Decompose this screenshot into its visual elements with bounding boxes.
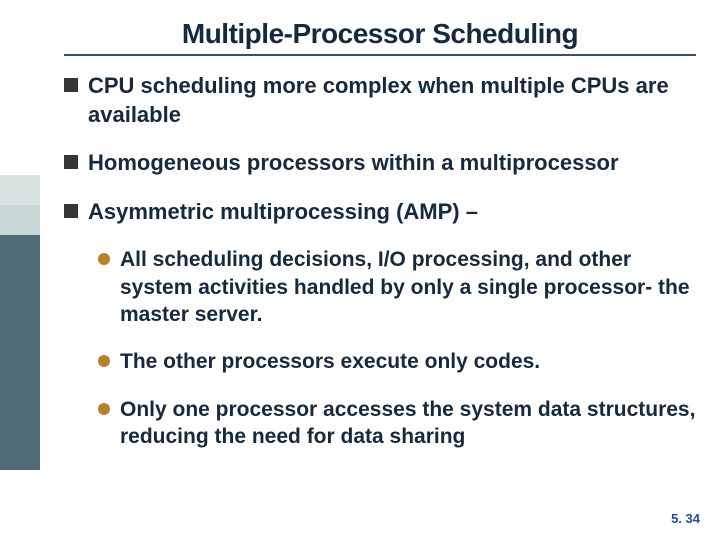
sub-bullet-list: All scheduling decisions, I/O processing… bbox=[98, 246, 696, 450]
bullet-level1: Asymmetric multiprocessing (AMP) – bbox=[64, 198, 696, 227]
bullet-level1: CPU scheduling more complex when multipl… bbox=[64, 72, 696, 129]
sidebar-strip bbox=[0, 0, 40, 540]
dot-bullet-icon bbox=[98, 403, 110, 415]
bullet-text: CPU scheduling more complex when multipl… bbox=[88, 72, 696, 129]
square-bullet-icon bbox=[64, 78, 78, 92]
sidebar-segment-mid1 bbox=[0, 175, 40, 205]
sidebar-segment-mid2 bbox=[0, 205, 40, 235]
dot-bullet-icon bbox=[98, 355, 110, 367]
bullet-text: Homogeneous processors within a multipro… bbox=[88, 149, 619, 178]
slide-title: Multiple-Processor Scheduling bbox=[64, 18, 696, 50]
bullet-level2: All scheduling decisions, I/O processing… bbox=[98, 246, 696, 328]
bullet-level2: The other processors execute only codes. bbox=[98, 348, 696, 375]
bullet-level1: Homogeneous processors within a multipro… bbox=[64, 149, 696, 178]
sidebar-segment-top bbox=[0, 0, 40, 175]
sub-bullet-text: The other processors execute only codes. bbox=[120, 348, 540, 375]
sidebar-segment-bottom bbox=[0, 470, 40, 540]
bullet-text: Asymmetric multiprocessing (AMP) – bbox=[88, 198, 478, 227]
bullet-level2: Only one processor accesses the system d… bbox=[98, 396, 696, 451]
sub-bullet-text: All scheduling decisions, I/O processing… bbox=[120, 246, 696, 328]
sub-bullet-text: Only one processor accesses the system d… bbox=[120, 396, 696, 451]
page-number: 5. 34 bbox=[671, 511, 700, 526]
title-underline bbox=[64, 54, 696, 56]
dot-bullet-icon bbox=[98, 253, 110, 265]
sidebar-segment-dark bbox=[0, 235, 40, 470]
slide-content: Multiple-Processor Scheduling CPU schedu… bbox=[40, 0, 720, 540]
square-bullet-icon bbox=[64, 204, 78, 218]
square-bullet-icon bbox=[64, 155, 78, 169]
